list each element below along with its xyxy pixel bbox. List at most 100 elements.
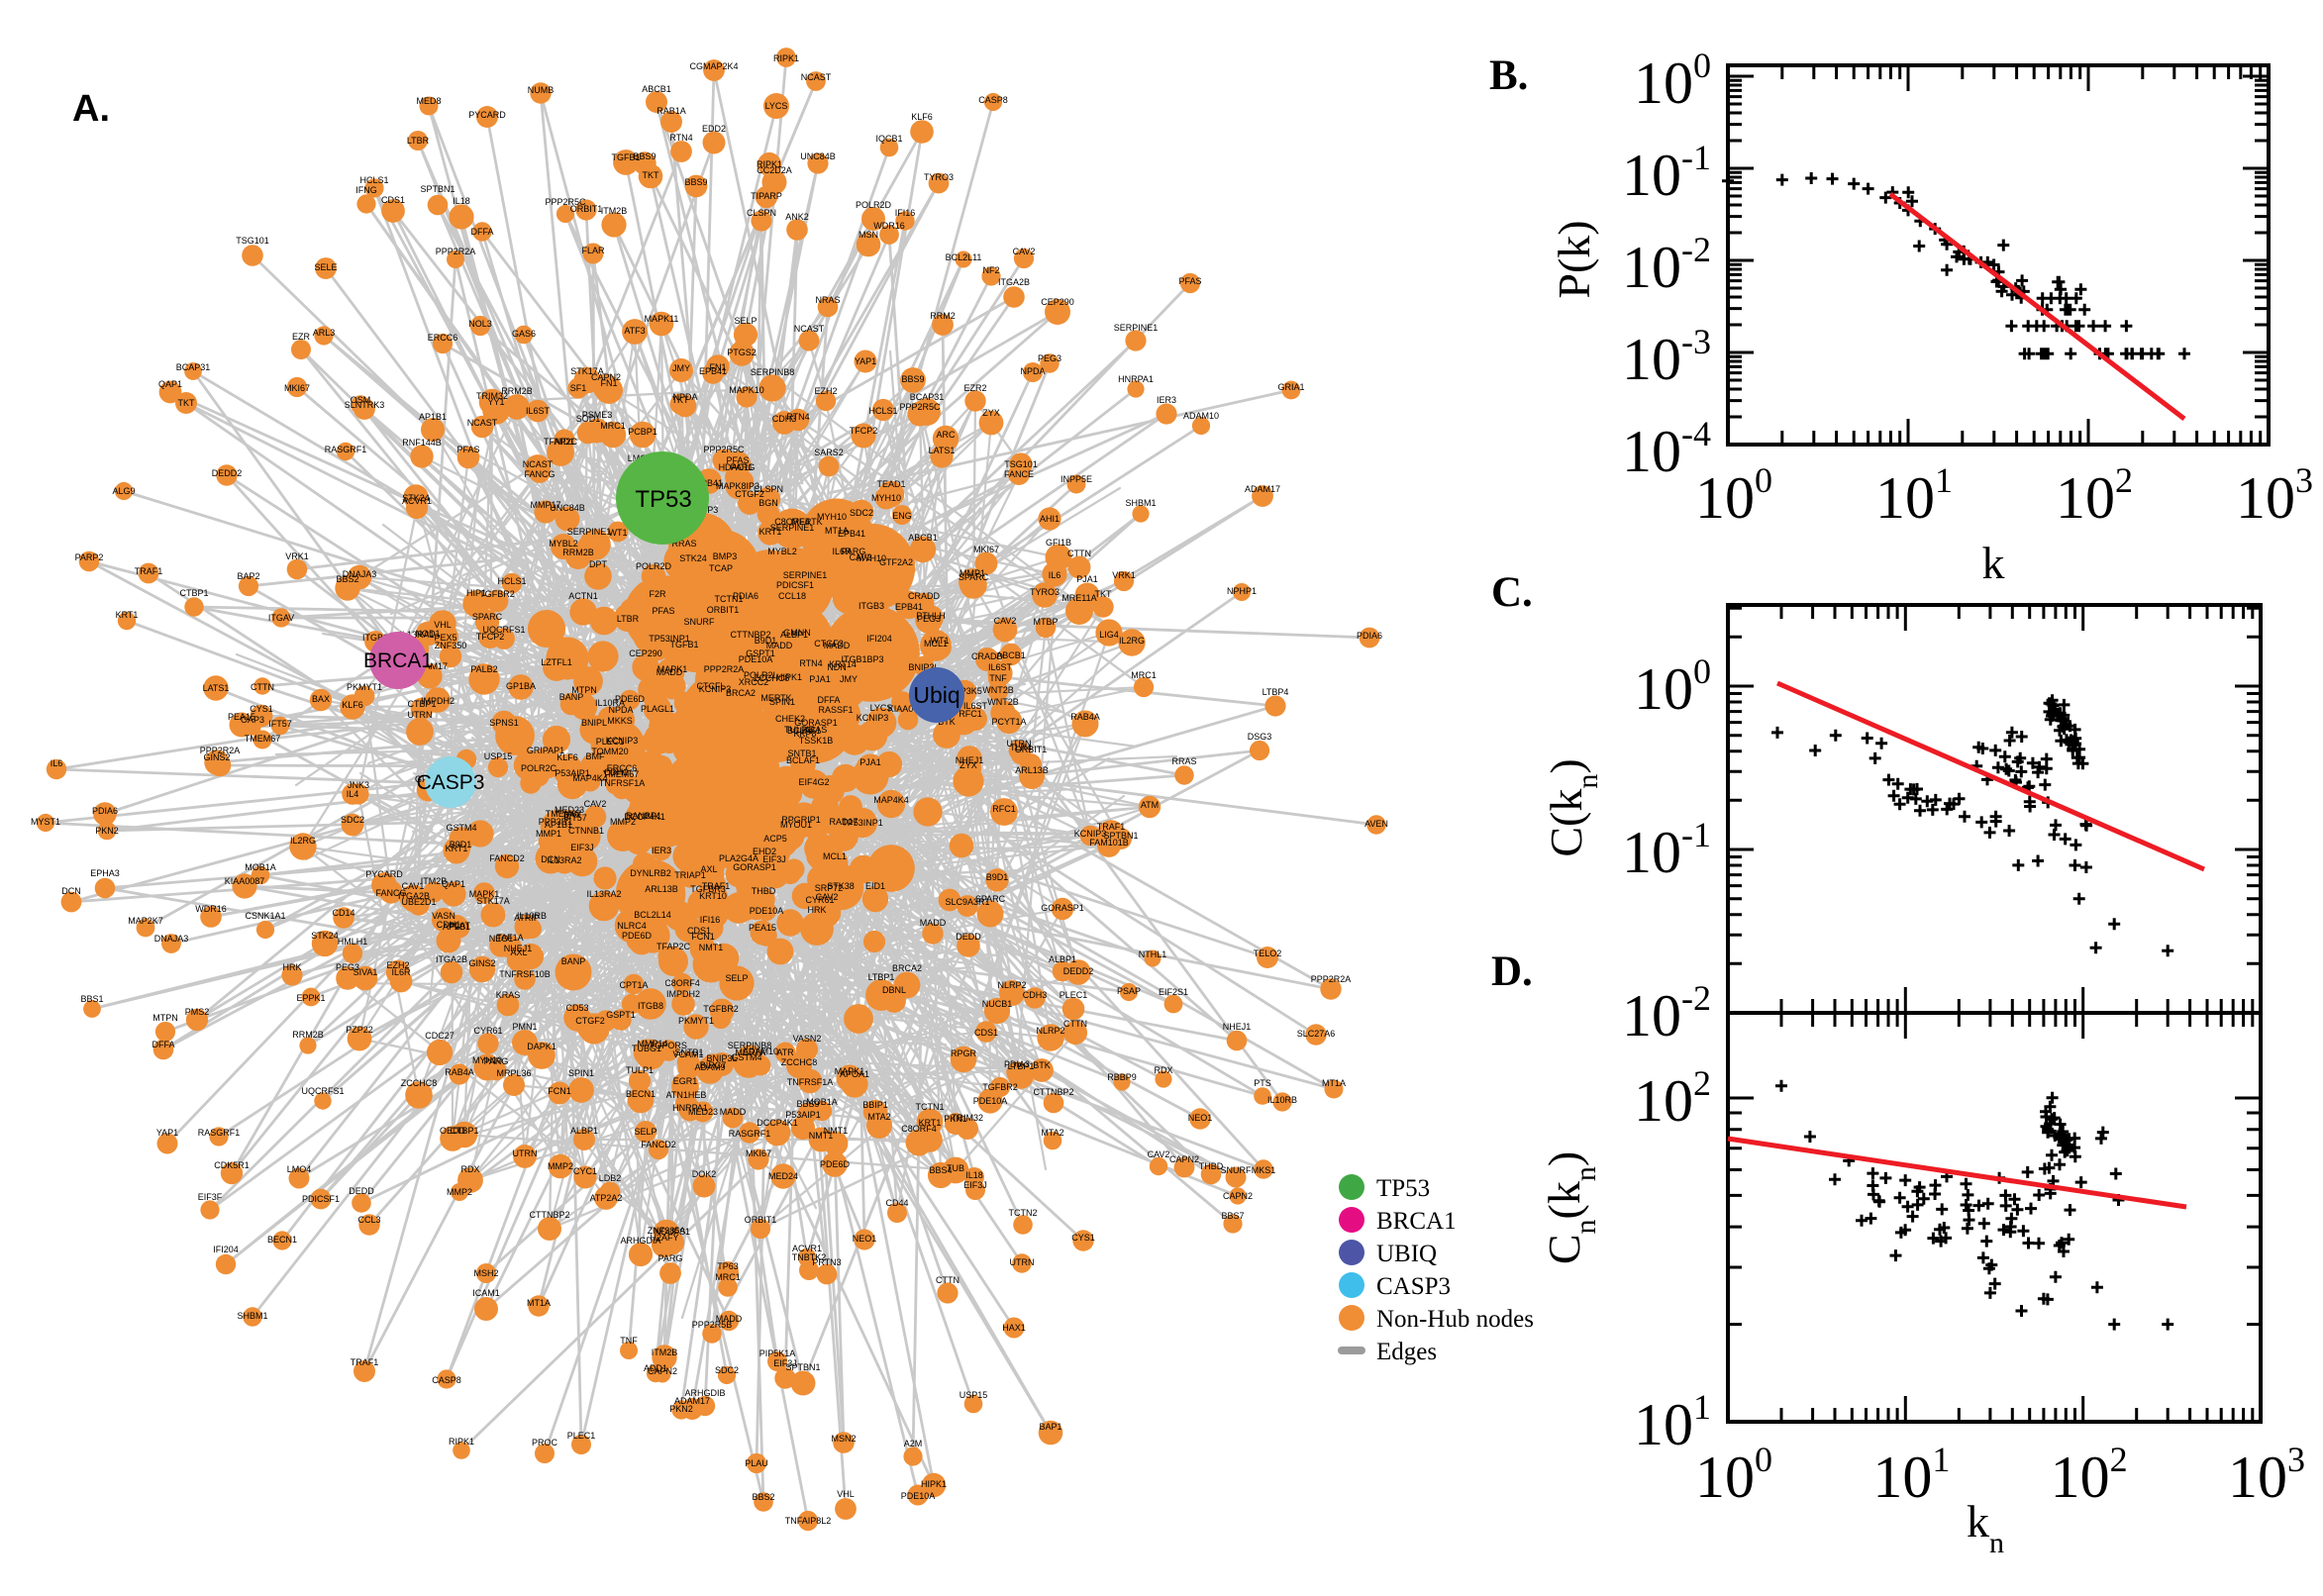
svg-text:TFAP2C: TFAP2C — [544, 437, 578, 447]
svg-text:STK17A: STK17A — [570, 366, 604, 376]
svg-text:TCAP: TCAP — [709, 563, 733, 573]
svg-text:RDX: RDX — [1154, 1065, 1172, 1075]
svg-text:FAM101B: FAM101B — [1089, 838, 1129, 848]
svg-text:ZNF350: ZNF350 — [435, 641, 467, 650]
svg-text:RASSF1: RASSF1 — [818, 705, 853, 715]
svg-text:PKN2: PKN2 — [95, 826, 119, 836]
svg-text:IER3: IER3 — [652, 846, 671, 855]
svg-text:CAV2: CAV2 — [994, 616, 1017, 626]
svg-text:VHL: VHL — [837, 1489, 855, 1499]
svg-text:BECN1: BECN1 — [267, 1235, 297, 1245]
svg-text:PTS: PTS — [1254, 1078, 1271, 1088]
svg-text:CTTNBP2: CTTNBP2 — [1033, 1087, 1073, 1097]
svg-text:EIF3F: EIF3F — [198, 1192, 223, 1202]
svg-text:EIF4G2: EIF4G2 — [798, 777, 829, 787]
svg-text:PPP2R5C: PPP2R5C — [703, 445, 745, 454]
svg-text:TSG101: TSG101 — [236, 236, 269, 246]
svg-text:ORBIT1: ORBIT1 — [745, 1215, 777, 1225]
svg-text:TP63: TP63 — [717, 1261, 739, 1271]
svg-text:k: k — [1982, 538, 2005, 588]
svg-text:SNURF: SNURF — [1221, 1165, 1253, 1175]
svg-text:MED23: MED23 — [688, 1107, 718, 1117]
svg-text:KRT1: KRT1 — [919, 1118, 942, 1128]
svg-text:UQCRFS1: UQCRFS1 — [301, 1086, 344, 1096]
svg-text:SLC27A6: SLC27A6 — [1297, 1029, 1336, 1039]
svg-text:TCTN1: TCTN1 — [715, 594, 744, 604]
svg-text:IL6R: IL6R — [832, 547, 852, 556]
svg-text:HIP1: HIP1 — [466, 588, 486, 598]
svg-text:MRPL36: MRPL36 — [496, 1068, 531, 1078]
svg-text:UQCRFS1: UQCRFS1 — [482, 625, 525, 635]
svg-text:UBIQ: UBIQ — [1376, 1241, 1437, 1267]
svg-text:RFC1: RFC1 — [959, 709, 982, 719]
svg-text:ATM: ATM — [1141, 800, 1159, 810]
svg-text:RAB1A: RAB1A — [656, 106, 686, 116]
svg-text:ZNF385A: ZNF385A — [648, 1226, 686, 1236]
svg-text:LYCS: LYCS — [765, 101, 788, 111]
svg-text:PRTN3: PRTN3 — [812, 1257, 841, 1267]
svg-text:DEDD: DEDD — [349, 1186, 374, 1196]
svg-text:BANP: BANP — [561, 956, 586, 966]
svg-text:MED24: MED24 — [768, 1171, 798, 1181]
svg-text:MSN: MSN — [858, 230, 878, 240]
svg-text:EZH2: EZH2 — [814, 386, 837, 396]
svg-text:TRAF1: TRAF1 — [702, 881, 731, 891]
svg-text:TULP1: TULP1 — [626, 1065, 654, 1075]
svg-text:AXL: AXL — [700, 864, 717, 874]
svg-text:TYRO3: TYRO3 — [1030, 587, 1060, 597]
svg-text:NLRP2: NLRP2 — [1036, 1026, 1064, 1036]
svg-text:CYS1: CYS1 — [250, 704, 273, 714]
svg-text:LZTFL1: LZTFL1 — [541, 657, 572, 667]
svg-text:TCTN2: TCTN2 — [1009, 1208, 1038, 1218]
svg-text:CDK5R1: CDK5R1 — [214, 1160, 250, 1170]
svg-text:PDIA6: PDIA6 — [1357, 631, 1382, 641]
svg-text:GP1BA: GP1BA — [506, 681, 536, 691]
svg-text:AP1B1: AP1B1 — [545, 820, 572, 830]
svg-text:UTRN: UTRN — [1007, 739, 1032, 748]
svg-text:IL4: IL4 — [347, 789, 359, 799]
svg-text:CAV2: CAV2 — [584, 799, 607, 809]
svg-text:PFAS: PFAS — [1178, 276, 1201, 286]
svg-text:MERTK: MERTK — [791, 517, 822, 527]
svg-text:ARHGDIA: ARHGDIA — [620, 1236, 660, 1246]
svg-text:SERPINB8: SERPINB8 — [751, 367, 795, 377]
svg-text:AP2B1: AP2B1 — [443, 922, 470, 932]
svg-text:BAX: BAX — [563, 810, 581, 820]
svg-text:SPTBN1: SPTBN1 — [1103, 831, 1138, 841]
svg-text:CASP8: CASP8 — [978, 95, 1008, 105]
svg-text:NEO1: NEO1 — [489, 934, 514, 944]
svg-text:STK24: STK24 — [311, 931, 339, 941]
svg-text:RRM2: RRM2 — [930, 311, 956, 321]
svg-text:NRAS: NRAS — [815, 295, 840, 305]
svg-text:TKT: TKT — [672, 395, 690, 405]
svg-text:TSG101: TSG101 — [1004, 459, 1038, 469]
svg-text:LTBP4: LTBP4 — [1262, 687, 1289, 697]
svg-text:QAP1: QAP1 — [158, 379, 182, 389]
svg-text:MADD: MADD — [920, 918, 947, 928]
svg-text:PPP2R2A: PPP2R2A — [704, 664, 745, 674]
svg-text:ZCCHC8: ZCCHC8 — [781, 1057, 818, 1067]
svg-text:CGMAP2K4: CGMAP2K4 — [689, 61, 738, 71]
svg-text:IL13RA1: IL13RA1 — [399, 630, 434, 640]
svg-text:TKT: TKT — [178, 398, 196, 408]
svg-text:MAPK1: MAPK1 — [469, 889, 500, 899]
svg-text:TFCP2: TFCP2 — [476, 632, 505, 642]
svg-text:TP53INP1: TP53INP1 — [649, 634, 690, 644]
svg-text:NDUFS1: NDUFS1 — [655, 1227, 690, 1237]
svg-text:CCL18: CCL18 — [778, 591, 806, 601]
svg-text:ATN1HEB: ATN1HEB — [666, 1090, 707, 1100]
svg-text:EIF3J: EIF3J — [963, 1180, 987, 1190]
svg-text:MAPK11: MAPK11 — [645, 314, 679, 324]
svg-text:Non-Hub nodes: Non-Hub nodes — [1376, 1306, 1534, 1333]
svg-text:MT1A: MT1A — [527, 1298, 551, 1308]
svg-text:GFI1B: GFI1B — [1046, 538, 1071, 548]
svg-text:BGN: BGN — [758, 498, 778, 508]
svg-text:SERPINB8: SERPINB8 — [728, 1041, 772, 1050]
svg-text:10-1: 10-1 — [1622, 138, 1711, 208]
svg-text:ALBP1: ALBP1 — [570, 1126, 598, 1136]
svg-text:PTGS2: PTGS2 — [727, 348, 757, 357]
svg-text:CTBP1: CTBP1 — [179, 588, 208, 598]
svg-text:CYR61: CYR61 — [805, 895, 834, 905]
svg-text:LMO4: LMO4 — [287, 1164, 312, 1174]
svg-text:BCAP31: BCAP31 — [910, 392, 945, 402]
